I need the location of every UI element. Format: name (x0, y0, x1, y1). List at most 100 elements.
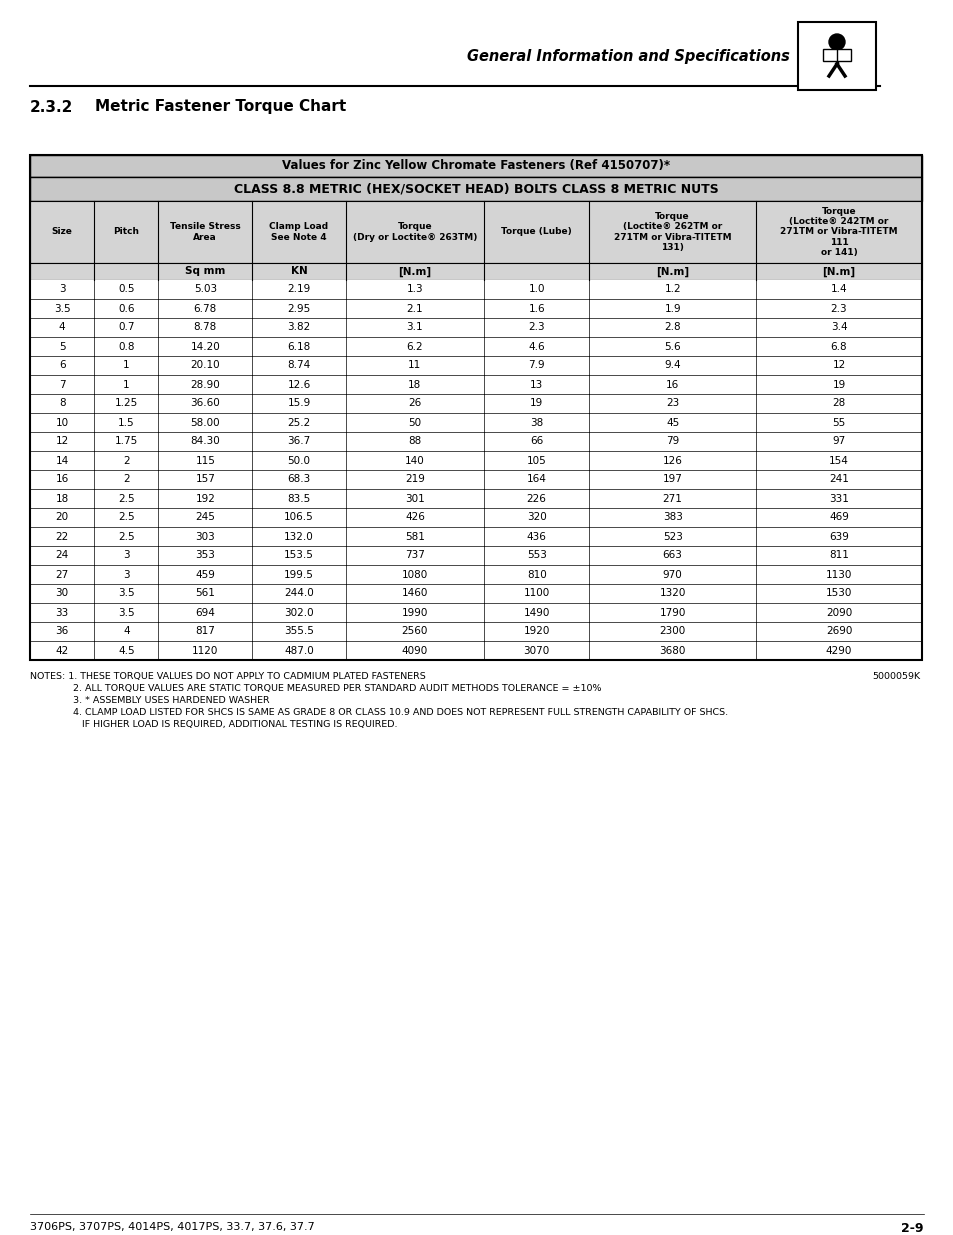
Text: 4. CLAMP LOAD LISTED FOR SHCS IS SAME AS GRADE 8 OR CLASS 10.9 AND DOES NOT REPR: 4. CLAMP LOAD LISTED FOR SHCS IS SAME AS… (55, 708, 727, 718)
Bar (822, 49, 850, 61)
Text: 2.5: 2.5 (118, 513, 134, 522)
Text: 23: 23 (665, 399, 679, 409)
Text: 817: 817 (195, 626, 215, 636)
Text: 2: 2 (123, 474, 130, 484)
Text: 6: 6 (59, 361, 66, 370)
Text: 301: 301 (405, 494, 424, 504)
Text: 7.9: 7.9 (528, 361, 544, 370)
Bar (30, 471, 921, 489)
Bar (30, 337, 921, 356)
Text: 0.7: 0.7 (118, 322, 134, 332)
Text: 24: 24 (55, 551, 69, 561)
Bar (30, 546, 921, 564)
Text: 2. ALL TORQUE VALUES ARE STATIC TORQUE MEASURED PER STANDARD AUDIT METHODS TOLER: 2. ALL TORQUE VALUES ARE STATIC TORQUE M… (55, 684, 601, 693)
Text: 132.0: 132.0 (284, 531, 314, 541)
Text: Torque
(Loctite® 262TM or
271TM or Vibra-TITETM
131): Torque (Loctite® 262TM or 271TM or Vibra… (613, 212, 731, 252)
Text: 66: 66 (530, 436, 542, 447)
Bar (30, 356, 921, 375)
Text: 105: 105 (526, 456, 546, 466)
Text: 523: 523 (662, 531, 682, 541)
Text: 164: 164 (526, 474, 546, 484)
Text: General Information and Specifications: General Information and Specifications (467, 48, 789, 63)
Text: 737: 737 (404, 551, 424, 561)
Text: 42: 42 (55, 646, 69, 656)
Text: 106.5: 106.5 (284, 513, 314, 522)
Text: 6.2: 6.2 (406, 342, 423, 352)
Text: 3.82: 3.82 (287, 322, 311, 332)
Bar (30, 156, 921, 659)
Text: 2.95: 2.95 (287, 304, 311, 314)
Text: 663: 663 (662, 551, 682, 561)
Text: 79: 79 (665, 436, 679, 447)
Text: 4.6: 4.6 (528, 342, 544, 352)
Text: 3680: 3680 (659, 646, 685, 656)
Text: 353: 353 (195, 551, 215, 561)
Text: 16: 16 (665, 379, 679, 389)
Text: 694: 694 (195, 608, 215, 618)
Bar (30, 508, 921, 527)
Text: 1.0: 1.0 (528, 284, 544, 294)
Text: 426: 426 (404, 513, 424, 522)
Text: Values for Zinc Yellow Chromate Fasteners (Ref 4150707)*: Values for Zinc Yellow Chromate Fastener… (282, 159, 669, 173)
Bar (797, 22, 875, 90)
Text: 2.1: 2.1 (406, 304, 423, 314)
Text: 3.5: 3.5 (118, 589, 134, 599)
Text: 0.5: 0.5 (118, 284, 134, 294)
Text: 88: 88 (408, 436, 421, 447)
Text: 3.1: 3.1 (406, 322, 423, 332)
Text: 245: 245 (195, 513, 215, 522)
Text: 1.5: 1.5 (118, 417, 134, 427)
Bar (30, 280, 921, 299)
Bar (30, 527, 921, 546)
Text: 2.3: 2.3 (830, 304, 846, 314)
Text: 1490: 1490 (523, 608, 549, 618)
Text: 13: 13 (530, 379, 542, 389)
Bar (30, 177, 921, 201)
Text: 16: 16 (55, 474, 69, 484)
Text: 157: 157 (195, 474, 215, 484)
Text: 2.8: 2.8 (663, 322, 680, 332)
Bar (30, 299, 921, 317)
Text: 6.18: 6.18 (287, 342, 311, 352)
Text: 8.74: 8.74 (287, 361, 311, 370)
Text: 2690: 2690 (825, 626, 851, 636)
Text: 5.6: 5.6 (663, 342, 680, 352)
Text: 1080: 1080 (401, 569, 428, 579)
Text: 30: 30 (55, 589, 69, 599)
Text: 1320: 1320 (659, 589, 685, 599)
Text: 4.5: 4.5 (118, 646, 134, 656)
Text: 1.9: 1.9 (663, 304, 680, 314)
Bar (30, 317, 921, 337)
Text: 0.6: 0.6 (118, 304, 134, 314)
Bar (30, 201, 921, 263)
Text: Torque (Lube): Torque (Lube) (500, 227, 572, 236)
Text: 355.5: 355.5 (284, 626, 314, 636)
Text: 4: 4 (59, 322, 66, 332)
Text: 3: 3 (123, 569, 130, 579)
Text: 50.0: 50.0 (287, 456, 310, 466)
Text: Metric Fastener Torque Chart: Metric Fastener Torque Chart (95, 100, 346, 115)
Text: 50: 50 (408, 417, 421, 427)
Text: 10: 10 (55, 417, 69, 427)
Text: 8: 8 (59, 399, 66, 409)
Text: CLASS 8.8 METRIC (HEX/SOCKET HEAD) BOLTS CLASS 8 METRIC NUTS: CLASS 8.8 METRIC (HEX/SOCKET HEAD) BOLTS… (233, 183, 718, 195)
Text: 115: 115 (195, 456, 215, 466)
Text: Clamp Load
See Note 4: Clamp Load See Note 4 (269, 222, 328, 242)
Text: 1.6: 1.6 (528, 304, 544, 314)
Text: 459: 459 (195, 569, 215, 579)
Text: 581: 581 (404, 531, 424, 541)
Text: [N.m]: [N.m] (821, 267, 855, 277)
Text: 436: 436 (526, 531, 546, 541)
Text: 2-9: 2-9 (901, 1221, 923, 1235)
Text: Tensile Stress
Area: Tensile Stress Area (170, 222, 240, 242)
Text: 3070: 3070 (523, 646, 549, 656)
Text: 84.30: 84.30 (191, 436, 220, 447)
Text: 197: 197 (662, 474, 682, 484)
Text: 553: 553 (526, 551, 546, 561)
Text: 55: 55 (832, 417, 844, 427)
Text: 1790: 1790 (659, 608, 685, 618)
Text: 5.03: 5.03 (193, 284, 216, 294)
Text: 1: 1 (123, 361, 130, 370)
Text: 2: 2 (123, 456, 130, 466)
Text: 97: 97 (832, 436, 844, 447)
